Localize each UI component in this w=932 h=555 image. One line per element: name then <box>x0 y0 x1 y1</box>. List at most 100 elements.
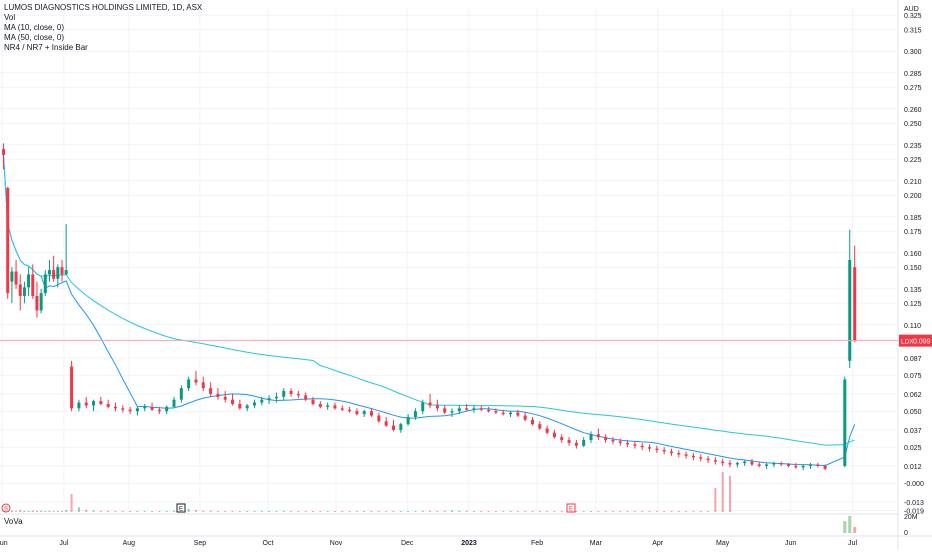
volume-bar <box>312 511 315 512</box>
x-tick-label: Sep <box>194 540 207 547</box>
y-tick-label: -0.000 <box>904 481 924 488</box>
candle-body <box>384 421 388 426</box>
x-tick-label: Nov <box>330 540 343 547</box>
candle-body <box>106 404 110 407</box>
candle-body <box>252 402 256 406</box>
candle-body <box>27 274 31 288</box>
volume-bar <box>597 511 600 512</box>
candle-body <box>545 428 549 433</box>
candle-body <box>450 411 454 413</box>
candle-body <box>530 419 534 425</box>
volume-bar <box>399 511 402 512</box>
candle-body <box>501 412 505 415</box>
candle-body <box>465 408 469 410</box>
volume-bar <box>575 511 578 512</box>
candle-body <box>487 409 491 412</box>
volume-bar <box>231 511 234 512</box>
volume-bar <box>436 511 439 512</box>
candle-body <box>274 396 278 399</box>
volume-bar <box>70 494 73 512</box>
vova-bar <box>843 521 847 533</box>
volume-bar <box>692 511 695 512</box>
candle-body <box>31 274 35 296</box>
candle-body <box>39 293 43 311</box>
x-tick-label: Oct <box>263 540 274 547</box>
volume-bar <box>268 511 271 512</box>
y-tick-label: 0.075 <box>904 373 922 380</box>
candle-body <box>391 425 395 430</box>
volume-bar <box>173 510 176 512</box>
volume-bar <box>487 511 490 512</box>
ma10-indicator-label[interactable]: MA (10, close, 0) <box>4 23 65 32</box>
candle-body <box>757 464 761 466</box>
candle-body <box>370 411 374 416</box>
candle-body <box>121 408 125 410</box>
volume-bar <box>451 510 454 512</box>
ma50-indicator-label[interactable]: MA (50, close, 0) <box>4 33 65 42</box>
candle-body <box>150 406 154 410</box>
candle-body <box>801 465 805 468</box>
candle-body <box>691 455 695 458</box>
currency-label: AUD <box>904 6 919 13</box>
candle-body <box>135 408 139 412</box>
volume-bar <box>40 510 43 512</box>
vova-scale-bottom: 0 <box>904 530 908 537</box>
volume-bar <box>319 511 322 512</box>
volume-bar <box>165 511 168 512</box>
candle-body <box>60 267 64 275</box>
candle-body <box>706 458 710 461</box>
symbol-title[interactable]: LUMOS DIAGNOSTICS HOLDINGS LIMITED, 1D, … <box>4 3 203 12</box>
volume-bar <box>458 510 461 512</box>
volume-bar <box>341 511 344 512</box>
volume-bar <box>65 510 68 512</box>
vova-bar <box>853 527 857 533</box>
candle-body <box>750 461 754 465</box>
candle-body <box>765 464 769 466</box>
y-tick-label: -0.019 <box>904 509 924 516</box>
candle-body <box>216 393 220 397</box>
volume-bar <box>48 510 51 512</box>
volume-bar <box>582 511 585 512</box>
nr-indicator-label[interactable]: NR4 / NR7 + Inside Bar <box>4 43 88 52</box>
candle-body <box>238 404 242 409</box>
candle-body <box>808 464 812 466</box>
volume-bar <box>443 510 446 512</box>
y-tick-label: 0.050 <box>904 409 922 416</box>
candle-body <box>64 270 68 275</box>
volume-bar <box>121 511 124 512</box>
x-tick-label: Jul <box>848 540 857 547</box>
volume-indicator-label[interactable]: Vol <box>4 13 16 22</box>
volume-bar <box>421 510 424 512</box>
y-tick-label: 0.125 <box>904 301 922 308</box>
candle-body <box>2 149 6 155</box>
vova-pane-label[interactable]: VoVa <box>4 517 23 526</box>
volume-bar <box>590 511 593 512</box>
candle-body <box>618 441 622 443</box>
candle-body <box>260 399 264 403</box>
volume-bar <box>61 511 64 512</box>
candle-body <box>669 451 673 453</box>
volume-bar <box>216 511 219 512</box>
volume-bar <box>465 510 468 512</box>
volume-bar <box>52 511 55 512</box>
candle-body <box>735 463 739 465</box>
candle-body <box>574 442 578 446</box>
candle-body <box>267 398 271 400</box>
volume-bar <box>516 511 519 512</box>
volume-bar <box>15 510 18 512</box>
x-tick-label: Jul <box>59 540 68 547</box>
candle-body <box>728 463 732 465</box>
candle-body <box>289 391 293 394</box>
volume-bar <box>729 476 732 512</box>
volume-bar <box>31 510 34 512</box>
volume-bar <box>290 511 293 512</box>
volume-bar <box>238 511 241 512</box>
y-tick-label: 0.210 <box>904 179 922 186</box>
candle-body <box>413 411 417 417</box>
candle-body <box>509 412 513 415</box>
candle-body <box>779 463 783 465</box>
volume-bar <box>699 511 702 512</box>
y-tick-label: 0.087 <box>904 356 922 363</box>
